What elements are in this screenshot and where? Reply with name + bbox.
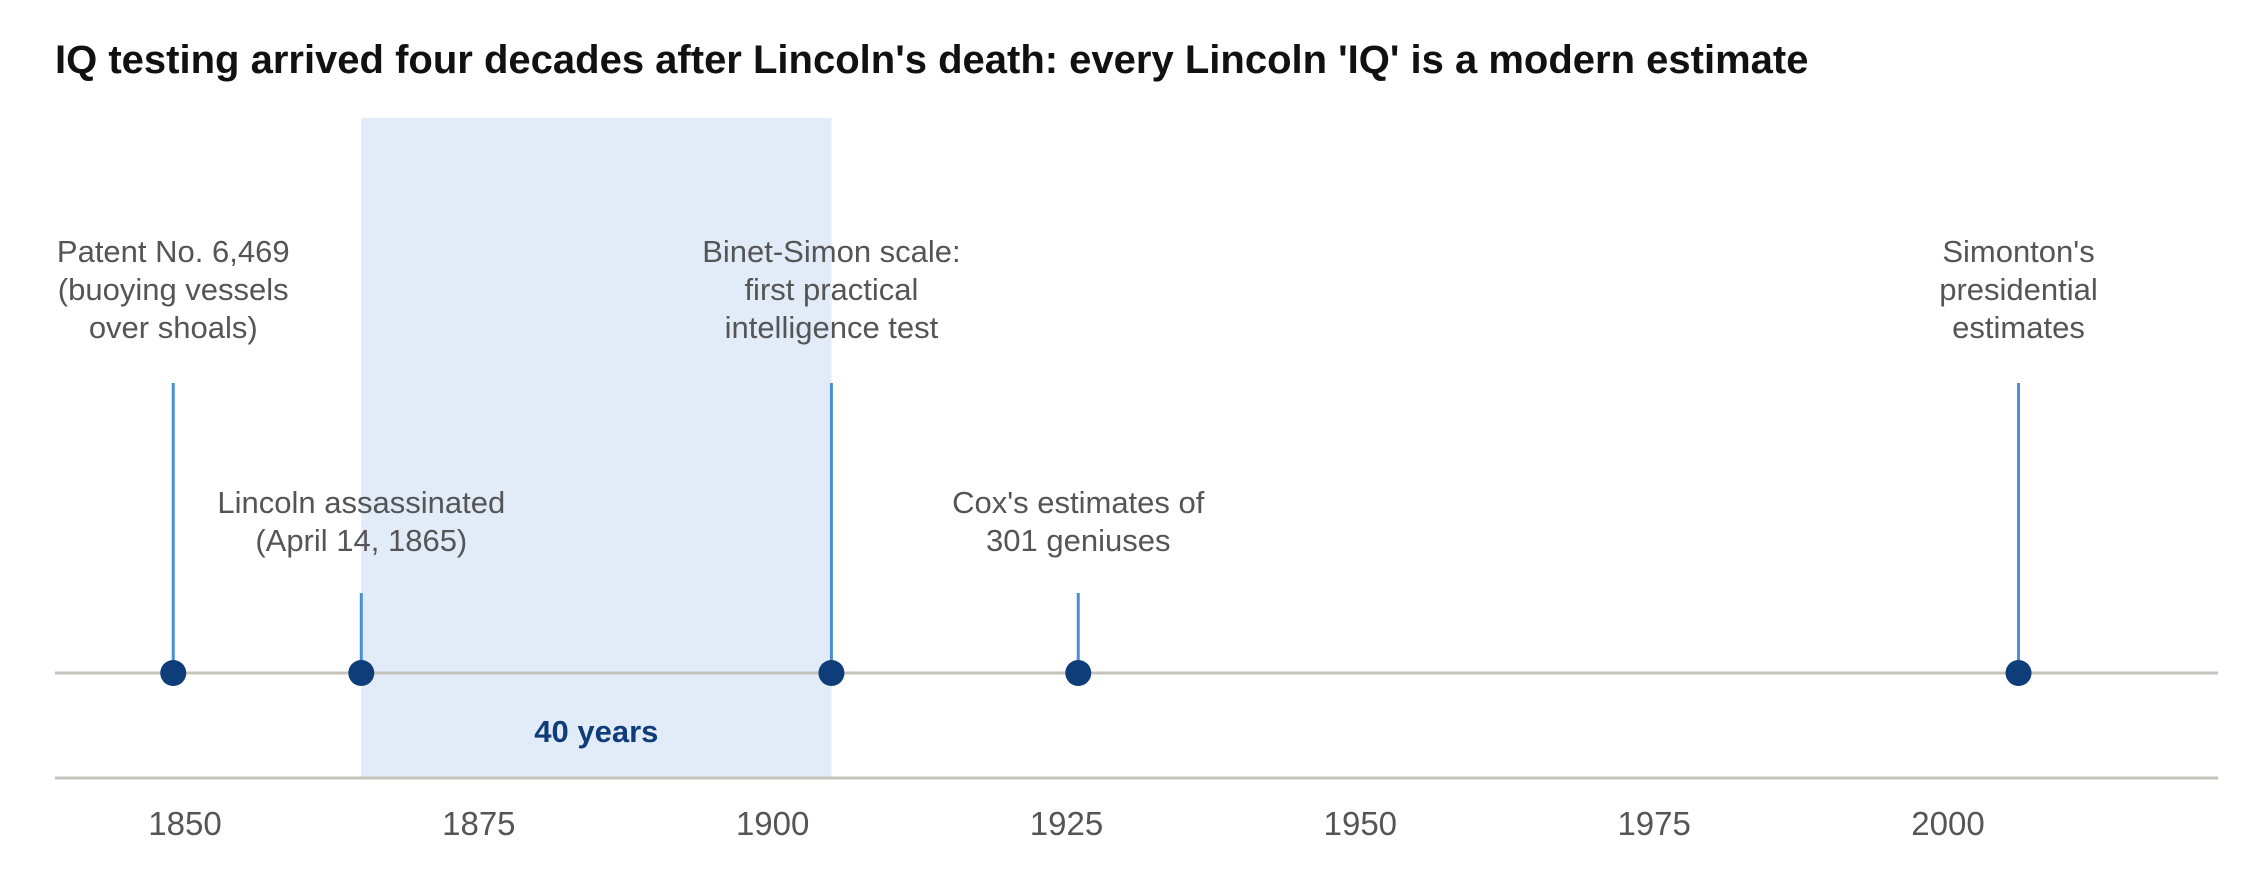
x-tick-label: 1900 (736, 805, 809, 842)
event-label-line: over shoals) (89, 310, 258, 345)
event-label-line: presidential (1939, 272, 2098, 307)
gap-label: 40 years (534, 714, 658, 749)
event-label-line: 301 geniuses (986, 523, 1170, 558)
event-marker (818, 660, 845, 686)
event-label-line: Cox's estimates of (952, 485, 1205, 520)
event-marker (2005, 660, 2032, 686)
event-marker (348, 660, 375, 686)
event-label: Patent No. 6,469 (buoying vessels over sho… (57, 234, 290, 345)
event-marker (160, 660, 187, 686)
event-label-line: (buoying vessels (58, 272, 289, 307)
event-marker (1065, 660, 1092, 686)
event-label: Cox's estimates of 301 geniuses (952, 485, 1205, 558)
chart-title: IQ testing arrived four decades after Li… (55, 38, 1809, 82)
event-label: Binet-Simon scale: first practical intelli… (702, 234, 960, 345)
event-label-line: Binet-Simon scale: (702, 234, 960, 269)
event-label-line: Simonton's (1942, 234, 2094, 269)
event-label: Simonton's presidential estimates (1939, 234, 2098, 345)
x-tick-label: 2000 (1911, 805, 1984, 842)
x-tick-label: 1950 (1324, 805, 1397, 842)
x-tick-label: 1975 (1617, 805, 1690, 842)
event-label: Lincoln assassinated (April 14, 1865) (217, 485, 505, 558)
event-label-line: Patent No. 6,469 (57, 234, 290, 269)
event-label-line: first practical (744, 272, 918, 307)
x-tick-label: 1925 (1030, 805, 1103, 842)
event-label-line: (April 14, 1865) (255, 523, 467, 558)
event-label-line: intelligence test (725, 310, 939, 345)
highlight-span (361, 118, 832, 778)
event-label-line: Lincoln assassinated (217, 485, 505, 520)
x-tick-label: 1850 (148, 805, 221, 842)
x-tick-label: 1875 (442, 805, 515, 842)
event-label-line: estimates (1952, 310, 2085, 345)
